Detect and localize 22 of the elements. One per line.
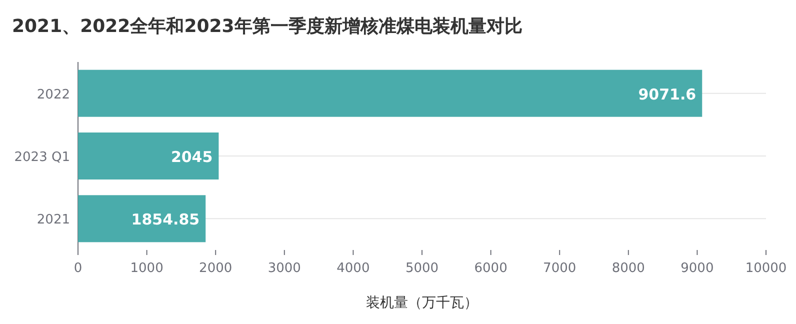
x-tick-label: 10000: [745, 261, 787, 276]
bar: [78, 195, 206, 242]
chart-title: 2021、2022全年和2023年第一季度新增核准煤电装机量对比: [12, 16, 522, 37]
x-tick-label: 3000: [268, 261, 301, 276]
x-tick-label: 1000: [130, 261, 164, 276]
x-tick-label: 4000: [336, 261, 370, 276]
x-axis-title: 装机量（万千瓦）: [366, 295, 478, 311]
y-tick-label: 2021: [36, 212, 70, 228]
bar: [78, 70, 702, 117]
data-label: 2045: [170, 148, 213, 166]
x-tick-label: 5000: [405, 261, 439, 276]
x-tick-label: 7000: [543, 261, 576, 276]
x-tick-label: 2000: [199, 261, 232, 276]
x-tick-label: 8000: [612, 261, 645, 276]
bar: [78, 132, 219, 180]
x-tick-label: 6000: [474, 261, 508, 276]
x-tick-label: 0: [74, 261, 82, 276]
y-tick-label: 2022: [36, 87, 70, 102]
data-label: 1854.85: [131, 210, 200, 229]
x-tick-label: 9000: [680, 261, 714, 276]
data-label: 9071.6: [638, 85, 696, 104]
y-tick-label: 2023 Q1: [14, 150, 70, 165]
